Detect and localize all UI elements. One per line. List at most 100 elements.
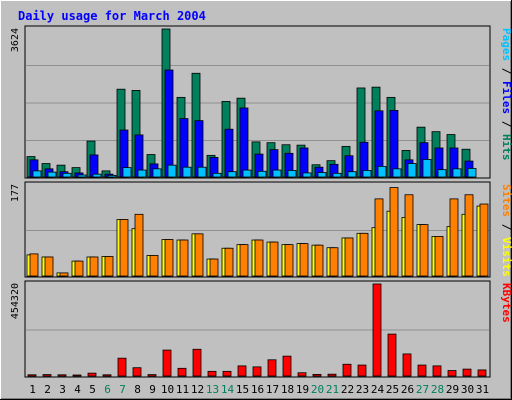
series-legend-requests: Pages / Files / Hits <box>500 28 512 161</box>
legend-entry: Sites <box>500 184 512 217</box>
bar-files-day-14 <box>224 128 234 178</box>
bar-sites-day-25 <box>389 187 399 277</box>
bar-kbytes-day-7 <box>117 357 127 377</box>
y-max-label: 177 <box>10 184 21 202</box>
bar-pages-day-2 <box>47 171 57 178</box>
bar-pages-day-8 <box>137 169 147 178</box>
day-label-2: 2 <box>44 383 51 396</box>
bar-kbytes-day-26 <box>402 353 412 377</box>
legend-entry: Files <box>500 81 512 114</box>
chart-title: Daily usage for March 2004 <box>18 9 206 23</box>
day-label-26: 26 <box>401 383 414 396</box>
bar-pages-day-23 <box>362 170 372 178</box>
bar-kbytes-day-23 <box>357 364 367 377</box>
legend-entry: KBytes <box>500 283 512 323</box>
bar-sites-day-2 <box>44 256 54 277</box>
bar-sites-day-30 <box>464 194 474 277</box>
bar-files-day-25 <box>389 110 399 178</box>
bar-sites-day-7 <box>119 219 129 277</box>
bar-pages-day-15 <box>242 169 252 178</box>
bar-sites-day-13 <box>209 258 219 277</box>
bar-sites-day-20 <box>314 244 324 277</box>
day-label-4: 4 <box>74 383 81 396</box>
bar-pages-day-19 <box>302 172 312 178</box>
day-label-24: 24 <box>371 383 385 396</box>
legend-entry: Visits <box>500 237 512 277</box>
bar-files-day-15 <box>239 107 249 178</box>
bar-pages-day-11 <box>182 166 192 178</box>
day-label-30: 30 <box>461 383 474 396</box>
bar-kbytes-day-11 <box>177 367 187 377</box>
day-label-10: 10 <box>161 383 174 396</box>
panel-frame <box>24 280 491 378</box>
day-label-20: 20 <box>311 383 324 396</box>
bar-sites-day-3 <box>59 272 69 277</box>
panel-kbytes: 454320 KBytes <box>10 280 512 378</box>
bar-pages-day-25 <box>392 168 402 178</box>
bar-pages-day-24 <box>377 165 387 178</box>
bar-pages-day-7 <box>122 167 132 178</box>
bar-kbytes-day-5 <box>87 372 97 377</box>
day-label-12: 12 <box>191 383 204 396</box>
bar-kbytes-day-4 <box>72 374 82 377</box>
day-label-5: 5 <box>89 383 96 396</box>
bar-kbytes-day-8 <box>132 367 142 377</box>
bar-sites-day-31 <box>479 203 489 277</box>
day-label-6: 6 <box>104 383 111 396</box>
bar-kbytes-day-1 <box>27 374 37 377</box>
bar-kbytes-day-3 <box>57 374 67 377</box>
bar-files-day-10 <box>164 69 174 178</box>
day-label-22: 22 <box>341 383 354 396</box>
day-label-16: 16 <box>251 383 264 396</box>
bar-kbytes-day-13 <box>207 370 217 377</box>
bar-pages-day-18 <box>287 170 297 178</box>
bar-sites-day-4 <box>74 260 84 277</box>
bar-pages-day-12 <box>197 166 207 178</box>
bar-pages-day-13 <box>212 172 222 178</box>
bar-pages-day-26 <box>407 163 417 178</box>
day-label-1: 1 <box>29 383 36 396</box>
bar-sites-day-27 <box>419 224 429 277</box>
bar-kbytes-day-20 <box>312 373 322 377</box>
day-label-27: 27 <box>416 383 429 396</box>
bar-pages-day-10 <box>167 164 177 178</box>
bar-sites-day-10 <box>164 239 174 277</box>
day-label-14: 14 <box>221 383 235 396</box>
day-label-29: 29 <box>446 383 459 396</box>
day-label-28: 28 <box>431 383 444 396</box>
bar-pages-day-27 <box>422 159 432 178</box>
bar-sites-day-12 <box>194 233 204 277</box>
legend-entry: Pages <box>500 28 512 61</box>
bar-kbytes-day-12 <box>192 348 202 377</box>
bar-kbytes-day-30 <box>462 368 472 377</box>
y-max-label: 3624 <box>10 28 21 52</box>
bar-sites-day-24 <box>374 198 384 277</box>
day-label-19: 19 <box>296 383 309 396</box>
bar-pages-day-4 <box>77 174 87 178</box>
bar-sites-day-23 <box>359 232 369 277</box>
bar-pages-day-20 <box>317 172 327 178</box>
day-label-17: 17 <box>266 383 279 396</box>
day-label-11: 11 <box>176 383 189 396</box>
bar-kbytes-day-28 <box>432 365 442 377</box>
bar-sites-day-29 <box>449 198 459 277</box>
bar-pages-day-9 <box>152 168 162 178</box>
bar-kbytes-day-29 <box>447 370 457 377</box>
bar-sites-day-16 <box>254 239 264 277</box>
bar-kbytes-day-2 <box>42 374 52 377</box>
day-label-7: 7 <box>119 383 126 396</box>
bar-pages-day-5 <box>92 173 102 178</box>
bar-pages-day-1 <box>32 170 42 178</box>
bar-kbytes-day-22 <box>342 363 352 377</box>
bar-kbytes-day-17 <box>267 359 277 377</box>
bar-kbytes-day-21 <box>327 373 337 377</box>
bar-pages-day-29 <box>452 168 462 178</box>
legend-entry: / <box>500 114 512 134</box>
bar-sites-day-18 <box>284 244 294 277</box>
bar-kbytes-day-10 <box>162 349 172 377</box>
day-label-3: 3 <box>59 383 66 396</box>
bar-sites-day-6 <box>104 256 114 277</box>
bar-kbytes-day-6 <box>102 374 112 377</box>
bar-kbytes-day-18 <box>282 355 292 377</box>
panel-visitors: 177 Sites / Visits <box>10 181 512 278</box>
